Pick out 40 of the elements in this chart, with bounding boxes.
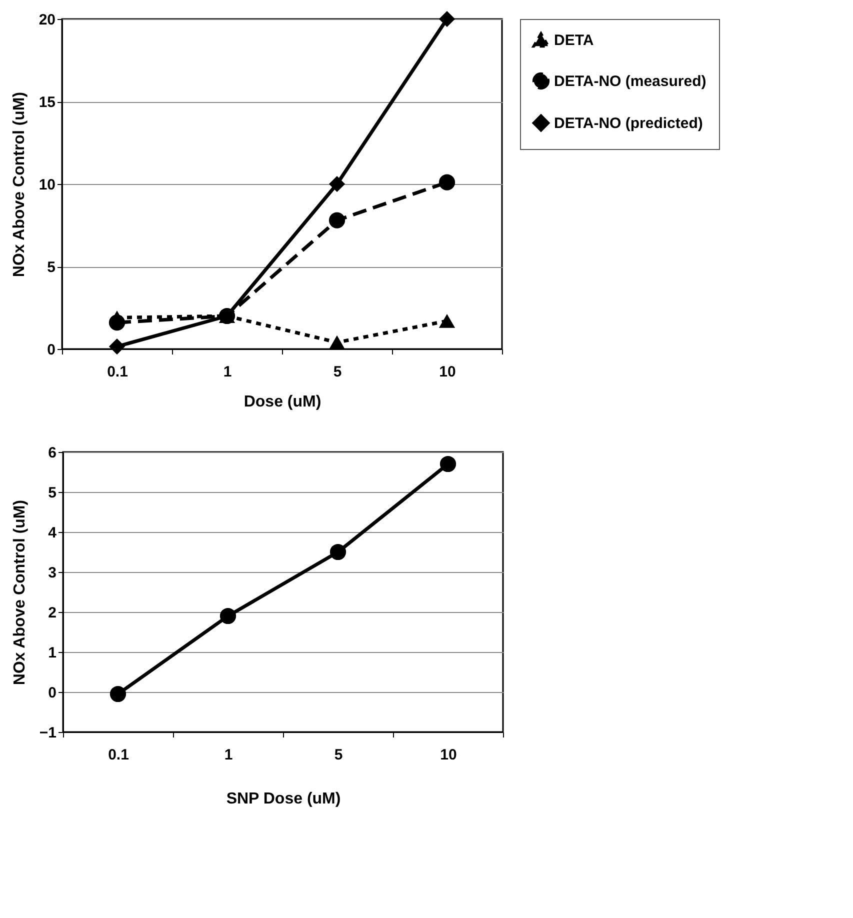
x-tick-label: 1	[224, 746, 233, 764]
point	[108, 338, 126, 355]
point	[220, 608, 236, 624]
x-tick-label: 10	[439, 364, 456, 380]
point	[438, 314, 456, 328]
point	[328, 335, 346, 350]
legend-label: DETA	[554, 32, 594, 49]
y-tick-label: 15	[38, 94, 56, 111]
point	[110, 686, 126, 702]
y-tick-label: 1	[48, 644, 56, 662]
y-tick-label: 6	[48, 444, 56, 462]
y-axis-title: NOx Above Control (uM)	[11, 500, 28, 686]
y-tick-label: 5	[48, 484, 56, 502]
x-tick-label: 5	[334, 746, 343, 764]
y-tick-label: 0	[48, 684, 56, 702]
point	[438, 174, 456, 190]
x-tick-label: 10	[440, 746, 457, 764]
legend-label: DETA-NO (predicted)	[554, 115, 703, 132]
x-tick-label: 0.1	[107, 364, 128, 380]
point	[108, 314, 126, 331]
y-axis-title: NOx Above Control (uM)	[10, 92, 28, 278]
y-tick-label: 10	[38, 176, 56, 194]
y-tick-label: 20	[38, 12, 56, 28]
legend-label: DETA-NO (measured)	[554, 73, 706, 90]
x-tick-label: 1	[223, 364, 232, 380]
point	[440, 456, 456, 472]
y-tick-label: 4	[48, 524, 58, 542]
x-tick-label: 0.1	[108, 746, 129, 764]
x-axis-title: SNP Dose (uM)	[226, 790, 341, 808]
y-tick-label: 0	[47, 342, 56, 358]
y-tick-label: 5	[47, 259, 56, 276]
x-axis-title: Dose (uM)	[244, 394, 322, 410]
point	[328, 212, 346, 228]
point	[438, 10, 456, 28]
y-tick-label: 3	[48, 564, 56, 582]
point	[328, 176, 346, 192]
y-tick-label: −1	[39, 724, 56, 742]
x-tick-label: 5	[333, 364, 342, 380]
point	[330, 544, 346, 560]
y-tick-label: 2	[48, 604, 56, 622]
